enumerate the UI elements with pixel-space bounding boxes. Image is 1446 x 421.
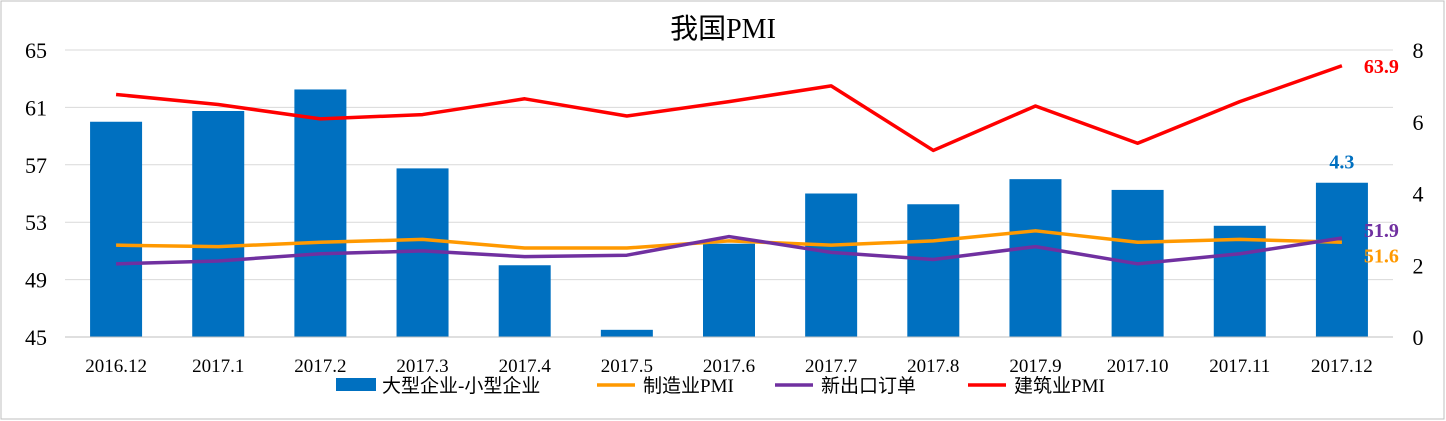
left-axis-tick-label: 57 xyxy=(25,153,47,178)
x-axis-tick-label: 2017.3 xyxy=(396,356,448,377)
bar xyxy=(1213,225,1266,337)
left-axis-tick-label: 45 xyxy=(25,325,47,350)
left-axis-tick-label: 53 xyxy=(25,210,47,235)
bar xyxy=(1315,182,1368,337)
bar xyxy=(907,204,960,337)
x-axis-tick-label: 2017.7 xyxy=(805,356,857,377)
bar xyxy=(600,329,653,337)
x-axis-tick-label: 2017.2 xyxy=(294,356,346,377)
bar xyxy=(498,265,551,337)
x-axis-tick-label: 2017.1 xyxy=(192,356,244,377)
chart-title: 我国PMI xyxy=(670,13,776,45)
legend-item-label: 新出口订单 xyxy=(821,375,916,397)
line-data-label: 51.6 xyxy=(1364,245,1399,267)
bar xyxy=(294,89,347,338)
x-axis-tick-label: 2017.5 xyxy=(601,356,653,377)
x-axis-tick-label: 2017.10 xyxy=(1107,356,1169,377)
x-axis-tick-label: 2017.4 xyxy=(499,356,552,377)
x-axis-tick-label: 2017.12 xyxy=(1311,356,1373,377)
left-axis-tick-label: 65 xyxy=(25,38,47,63)
legend-item-label: 制造业PMI xyxy=(643,375,734,397)
x-axis-tick-label: 2017.8 xyxy=(907,356,959,377)
left-axis-tick-label: 49 xyxy=(25,268,47,293)
line-data-label: 63.9 xyxy=(1364,56,1399,78)
line-series-1 xyxy=(116,229,1342,250)
right-axis-tick-label: 2 xyxy=(1413,253,1424,278)
bar xyxy=(1009,179,1062,337)
x-axis-tick-label: 2017.9 xyxy=(1009,356,1061,377)
left-axis-tick-label: 61 xyxy=(25,95,47,120)
bar xyxy=(703,243,755,337)
line-series-3 xyxy=(115,64,1343,153)
right-axis-tick-label: 4 xyxy=(1413,182,1424,207)
bar xyxy=(805,193,858,337)
legend-item-label: 建筑业PMI xyxy=(1014,375,1105,397)
x-axis-tick-label: 2016.12 xyxy=(85,356,147,377)
right-axis-tick-label: 6 xyxy=(1413,110,1424,135)
line-data-label: 51.9 xyxy=(1364,220,1399,242)
bar-data-label: 4.3 xyxy=(1329,152,1354,174)
line-series-2 xyxy=(116,234,1343,266)
right-axis-tick-label: 8 xyxy=(1413,38,1424,63)
bar xyxy=(192,110,245,337)
bar xyxy=(90,121,143,337)
x-axis-tick-label: 2017.6 xyxy=(703,356,755,377)
legend-swatch-bar xyxy=(336,378,376,391)
x-axis-tick-label: 2017.11 xyxy=(1209,356,1270,377)
right-axis-tick-label: 0 xyxy=(1413,325,1424,350)
legend-item-label: 大型企业-小型企业 xyxy=(382,375,540,397)
